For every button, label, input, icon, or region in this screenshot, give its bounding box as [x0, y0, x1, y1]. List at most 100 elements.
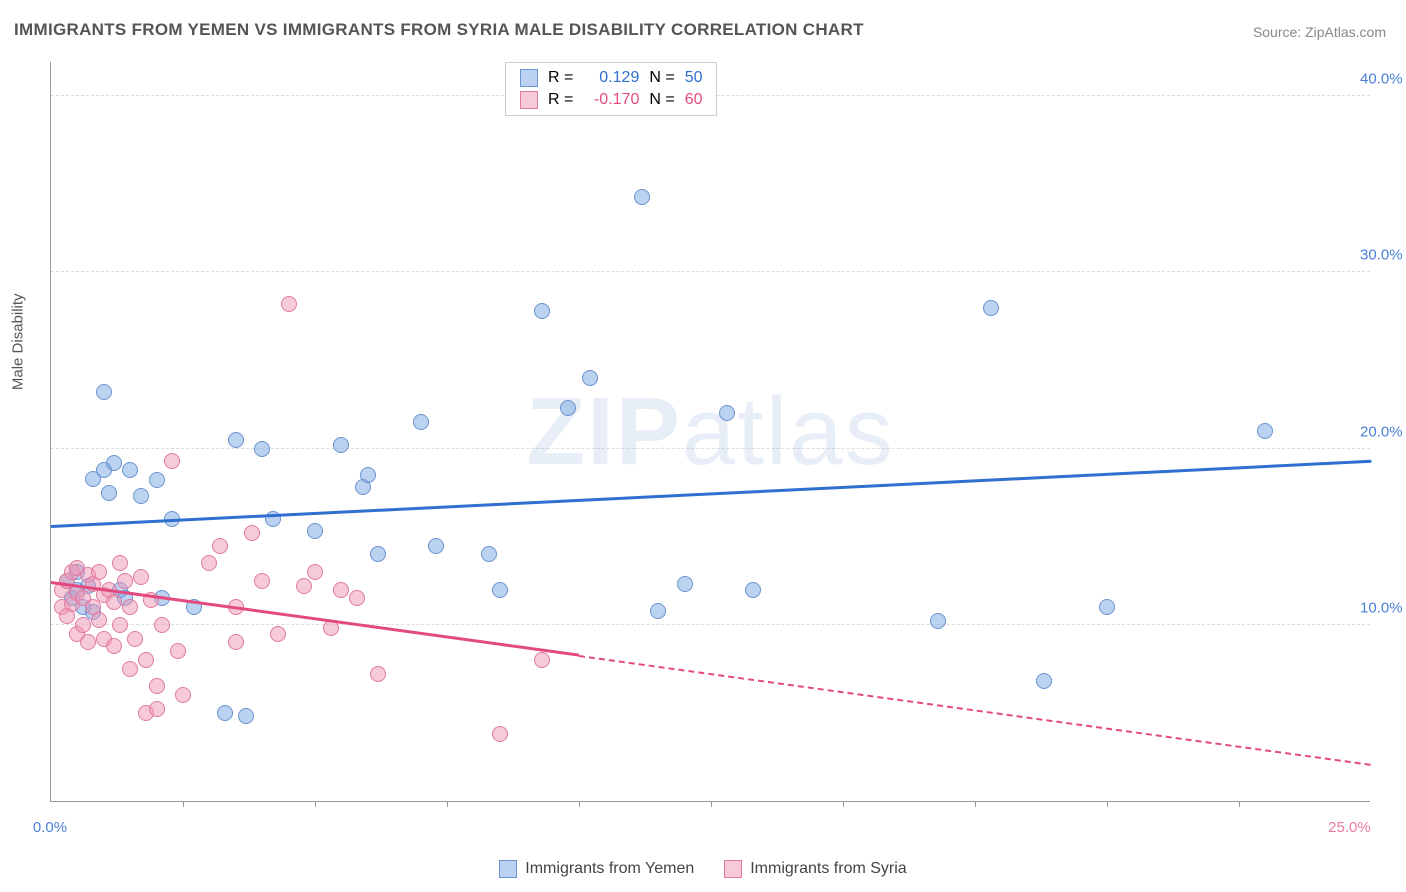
- x-tick: [843, 801, 844, 807]
- data-point: [370, 666, 386, 682]
- data-point: [133, 569, 149, 585]
- data-point: [1036, 673, 1052, 689]
- y-tick-label: 30.0%: [1360, 247, 1406, 264]
- data-point: [745, 582, 761, 598]
- data-point: [75, 617, 91, 633]
- legend-swatch-yemen: [520, 69, 538, 87]
- data-point: [254, 441, 270, 457]
- data-point: [122, 462, 138, 478]
- data-point: [175, 687, 191, 703]
- data-point: [127, 631, 143, 647]
- data-point: [138, 652, 154, 668]
- legend-row-yemen: R = 0.129 N = 50: [520, 67, 702, 89]
- data-point: [281, 296, 297, 312]
- trend-line: [51, 460, 1371, 528]
- data-point: [370, 546, 386, 562]
- data-point: [560, 400, 576, 416]
- watermark-light: atlas: [682, 378, 895, 485]
- legend-item-syria: Immigrants from Syria: [724, 860, 906, 878]
- data-point: [428, 538, 444, 554]
- data-point: [254, 573, 270, 589]
- x-axis-min-label: 0.0%: [33, 819, 67, 836]
- x-tick: [711, 801, 712, 807]
- data-point: [1257, 423, 1273, 439]
- y-tick-label: 40.0%: [1360, 71, 1406, 88]
- r-value-yemen: 0.129: [583, 69, 639, 87]
- data-point: [170, 643, 186, 659]
- data-point: [413, 414, 429, 430]
- data-point: [360, 467, 376, 483]
- data-point: [349, 590, 365, 606]
- data-point: [983, 300, 999, 316]
- data-point: [101, 485, 117, 501]
- data-point: [634, 189, 650, 205]
- data-point: [217, 705, 233, 721]
- data-point: [106, 455, 122, 471]
- data-point: [112, 617, 128, 633]
- data-point: [228, 432, 244, 448]
- n-value-yemen: 50: [685, 69, 703, 87]
- y-axis-title: Male Disability: [10, 293, 27, 390]
- data-point: [122, 599, 138, 615]
- n-label: N =: [649, 91, 674, 109]
- y-tick-label: 10.0%: [1360, 599, 1406, 616]
- data-point: [212, 538, 228, 554]
- x-axis-max-label: 25.0%: [1328, 819, 1371, 836]
- plot-area: ZIPatlas R = 0.129 N = 50 R = -0.170 N =…: [50, 62, 1370, 802]
- data-point: [492, 726, 508, 742]
- data-point: [91, 612, 107, 628]
- data-point: [930, 613, 946, 629]
- data-point: [228, 634, 244, 650]
- data-point: [296, 578, 312, 594]
- legend-row-syria: R = -0.170 N = 60: [520, 89, 702, 111]
- data-point: [112, 555, 128, 571]
- watermark-bold: ZIP: [526, 378, 681, 485]
- data-point: [238, 708, 254, 724]
- data-point: [201, 555, 217, 571]
- gridline: [51, 448, 1370, 449]
- data-point: [96, 384, 112, 400]
- gridline: [51, 271, 1370, 272]
- data-point: [719, 405, 735, 421]
- chart-container: IMMIGRANTS FROM YEMEN VS IMMIGRANTS FROM…: [0, 0, 1406, 892]
- legend-swatch-yemen-icon: [499, 860, 517, 878]
- legend-label-yemen: Immigrants from Yemen: [525, 860, 694, 878]
- r-label: R =: [548, 91, 573, 109]
- data-point: [307, 523, 323, 539]
- data-point: [650, 603, 666, 619]
- data-point: [270, 626, 286, 642]
- r-label: R =: [548, 69, 573, 87]
- data-point: [117, 573, 133, 589]
- data-point: [164, 453, 180, 469]
- n-label: N =: [649, 69, 674, 87]
- data-point: [534, 303, 550, 319]
- data-point: [91, 564, 107, 580]
- watermark: ZIPatlas: [526, 377, 894, 487]
- n-value-syria: 60: [685, 91, 703, 109]
- chart-title: IMMIGRANTS FROM YEMEN VS IMMIGRANTS FROM…: [14, 20, 864, 40]
- data-point: [534, 652, 550, 668]
- correlation-legend: R = 0.129 N = 50 R = -0.170 N = 60: [505, 62, 717, 116]
- legend-label-syria: Immigrants from Syria: [750, 860, 906, 878]
- data-point: [149, 701, 165, 717]
- data-point: [80, 634, 96, 650]
- data-point: [106, 594, 122, 610]
- y-tick-label: 20.0%: [1360, 423, 1406, 440]
- data-point: [122, 661, 138, 677]
- legend-swatch-syria-icon: [724, 860, 742, 878]
- data-point: [244, 525, 260, 541]
- series-legend: Immigrants from Yemen Immigrants from Sy…: [0, 860, 1406, 878]
- data-point: [149, 678, 165, 694]
- data-point: [154, 617, 170, 633]
- x-tick: [183, 801, 184, 807]
- data-point: [677, 576, 693, 592]
- data-point: [1099, 599, 1115, 615]
- x-tick: [1107, 801, 1108, 807]
- data-point: [133, 488, 149, 504]
- trend-line: [579, 655, 1371, 766]
- r-value-syria: -0.170: [583, 91, 639, 109]
- x-tick: [975, 801, 976, 807]
- x-tick: [1239, 801, 1240, 807]
- data-point: [307, 564, 323, 580]
- source-label: Source: ZipAtlas.com: [1253, 24, 1386, 40]
